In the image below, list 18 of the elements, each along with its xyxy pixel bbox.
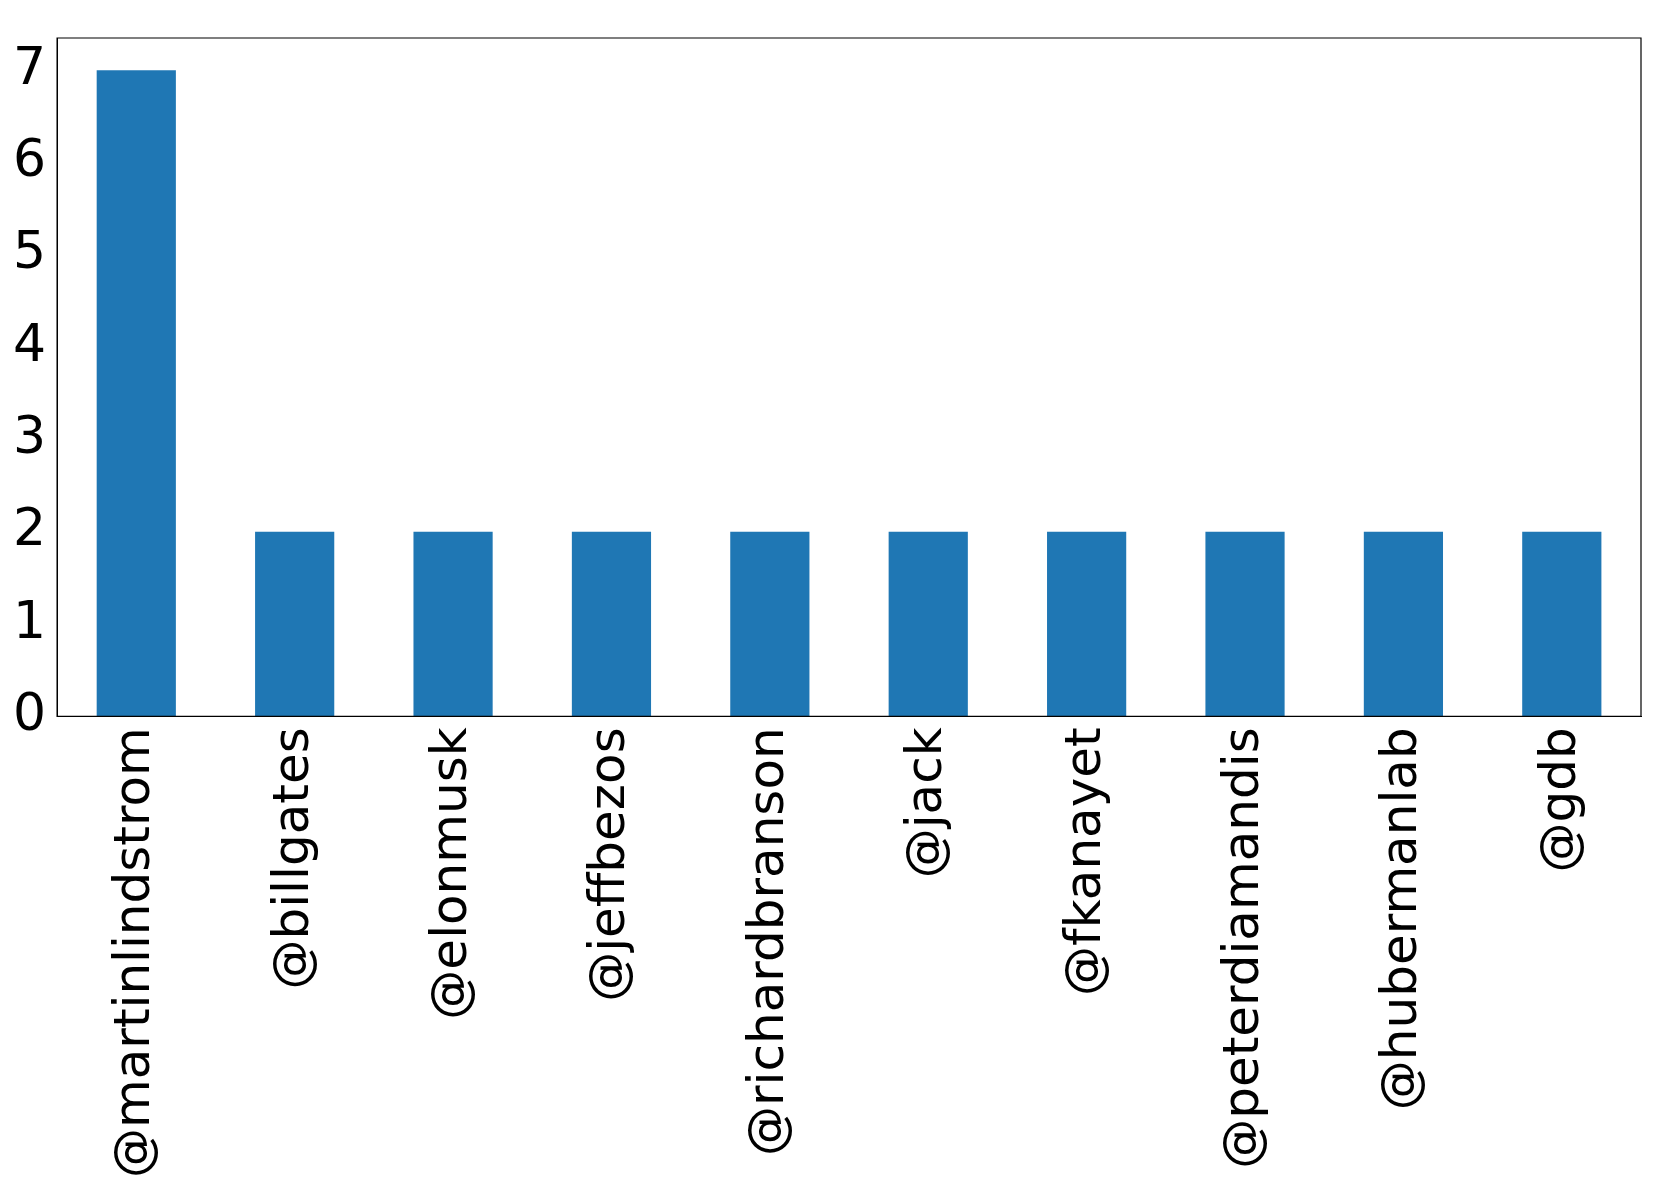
- y-tick-label: 7: [12, 35, 47, 96]
- x-tick-label: @billgates: [261, 727, 320, 990]
- y-tick-label: 6: [12, 128, 47, 189]
- y-tick-label: 2: [12, 497, 47, 558]
- x-tick-label: @fkanayet: [1053, 727, 1112, 996]
- y-tick-label: 4: [12, 312, 47, 373]
- y-tick-label: 0: [12, 681, 47, 742]
- x-tick-label: @gdb: [1528, 727, 1587, 873]
- x-tick-label: @jack: [895, 727, 954, 879]
- x-tick-label: @peterdiamandis: [1212, 727, 1271, 1169]
- x-tick-label: @jeffbezos: [578, 727, 637, 1002]
- x-tick-label: @hubermanlab: [1370, 727, 1429, 1111]
- y-tick-label: 1: [12, 589, 47, 650]
- y-tick-label: 5: [12, 220, 47, 281]
- x-tick-label: @elonmusk: [420, 727, 479, 1020]
- y-tick-label: 3: [12, 404, 47, 465]
- x-tick-label: @martinlindstrom: [103, 727, 162, 1179]
- x-tick-label: @richardbranson: [736, 727, 795, 1156]
